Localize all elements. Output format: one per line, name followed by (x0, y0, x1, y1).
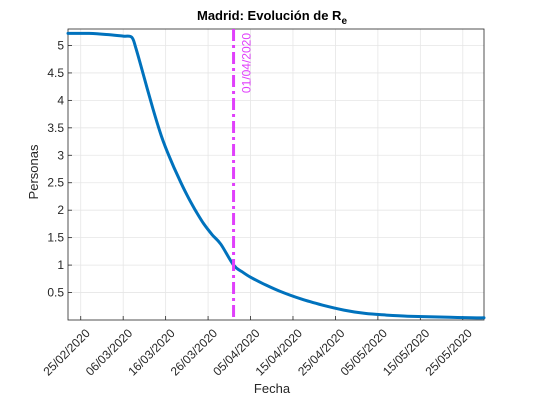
series-layer (66, 31, 486, 320)
x-axis-title: Fecha (254, 381, 291, 396)
chart-title: Madrid: Evolución de Re (197, 8, 347, 27)
y-tick-label: 3.5 (47, 121, 64, 135)
y-tick-label: 4.5 (47, 66, 64, 80)
y-tick-label: 5 (57, 38, 64, 52)
y-tick-label: 2.5 (47, 176, 64, 190)
plot-frame (67, 28, 485, 321)
chart-title-subscript: e (341, 16, 347, 27)
annotation-label: 01/04/2020 (240, 33, 254, 93)
grid (68, 29, 484, 320)
chart-title-main: Madrid: Evolución de R (197, 8, 342, 23)
y-tick-label: 1 (57, 258, 64, 272)
series-line-0 (66, 31, 486, 320)
y-tick-label: 3 (57, 148, 64, 162)
y-tick-label: 1.5 (47, 231, 64, 245)
y-axis-title: Personas (26, 144, 41, 199)
y-tick-label: 4 (57, 93, 64, 107)
y-tick-label: 0.5 (47, 286, 64, 300)
y-tick-label: 2 (57, 203, 64, 217)
y-axis: 0.5 1 1.5 2 2.5 3 3.5 4 4.5 5 (47, 38, 72, 300)
annotation-layer: 01/04/2020 (232, 29, 254, 320)
